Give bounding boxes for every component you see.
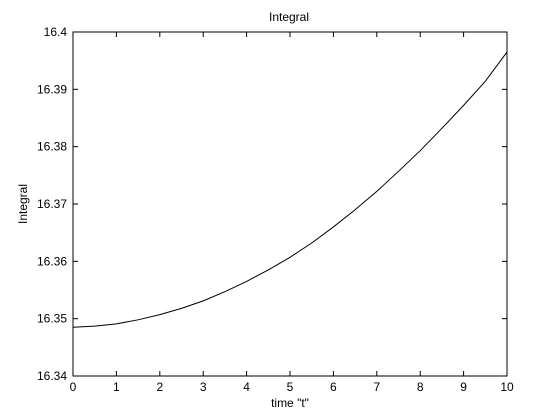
y-axis: 16.34 16.35 16.36 16.37 16.38 16.39 16.4 (37, 25, 507, 383)
series-line (72, 51, 508, 328)
x-tick-label: 0 (70, 380, 77, 394)
y-tick-label: 16.36 (37, 254, 67, 268)
x-tick-label: 10 (500, 380, 514, 394)
x-tick-label: 2 (156, 380, 163, 394)
plot-area (72, 31, 508, 377)
y-tick-label: 16.37 (37, 197, 67, 211)
x-tick-label: 6 (330, 380, 337, 394)
x-axis: 0 1 2 3 4 5 6 7 8 9 10 (70, 32, 514, 394)
y-tick-label: 16.38 (37, 140, 67, 154)
x-tick-label: 3 (200, 380, 207, 394)
x-axis-label: time "t" (271, 396, 309, 410)
y-tick-label: 16.34 (37, 369, 67, 383)
y-tick-label: 16.4 (44, 25, 68, 39)
chart-title: Integral (269, 10, 309, 24)
x-tick-label: 5 (287, 380, 294, 394)
x-tick-label: 7 (373, 380, 380, 394)
x-tick-label: 4 (243, 380, 250, 394)
x-tick-label: 1 (113, 380, 120, 394)
y-tick-label: 16.39 (37, 82, 67, 96)
x-tick-label: 8 (417, 380, 424, 394)
y-tick-label: 16.35 (37, 312, 67, 326)
x-tick-label: 9 (460, 380, 467, 394)
y-axis-label: Integral (16, 184, 30, 224)
